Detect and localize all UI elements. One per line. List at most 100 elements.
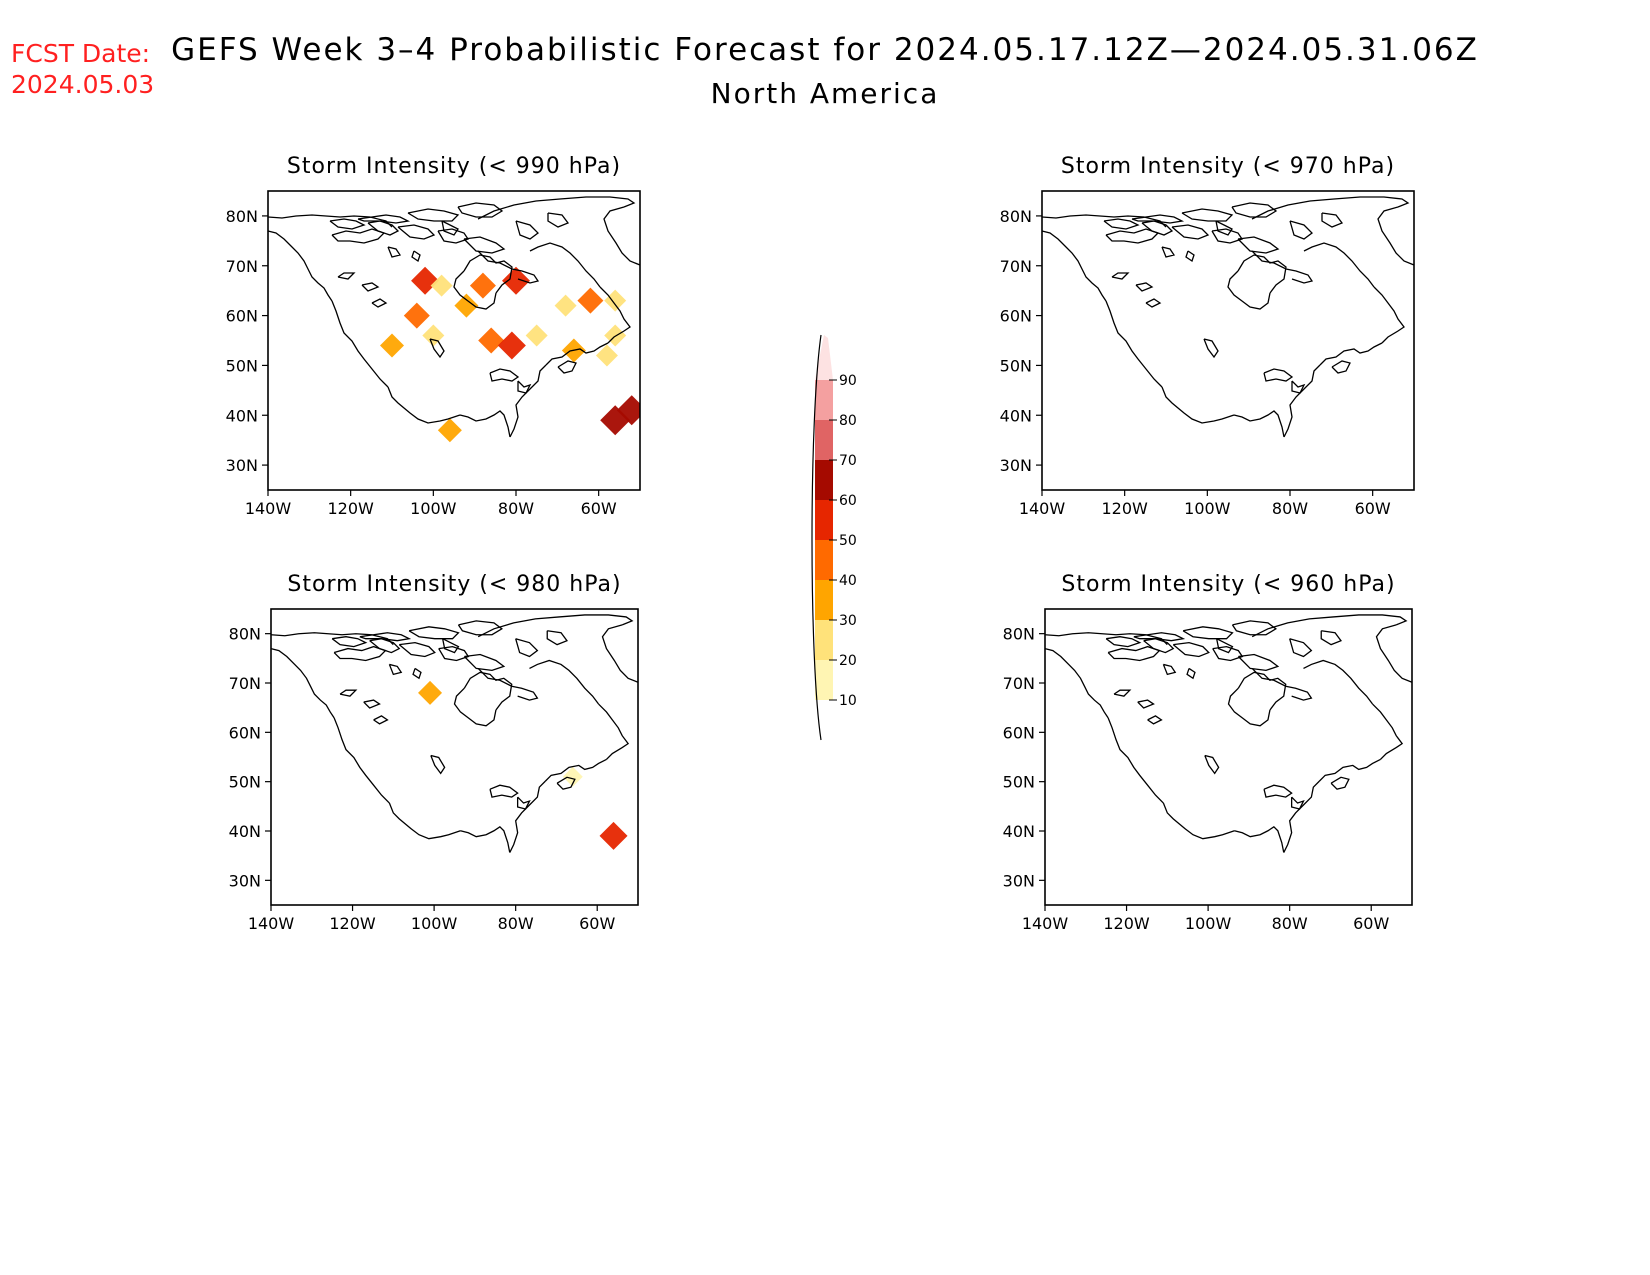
- probability-cell: [422, 324, 445, 347]
- lon-tick-label: 140W: [1022, 914, 1069, 933]
- coastline-segment: [1205, 756, 1219, 774]
- lon-tick-label: 140W: [248, 914, 295, 933]
- colorbar-label: 90: [839, 373, 857, 389]
- coastline-segment: [1217, 639, 1233, 653]
- colorbar: 10 20 30 40 50 60 70 80 90: [811, 334, 857, 741]
- lat-tick-label: 50N: [226, 356, 258, 375]
- coastline-segment: [362, 283, 378, 291]
- coastline-segment: [1112, 273, 1128, 279]
- coastline-segment: [1162, 387, 1234, 423]
- colorbar-segment: [815, 540, 833, 580]
- coastline-segment: [1132, 215, 1182, 223]
- coastline-segment: [1183, 627, 1232, 639]
- coastline-segment: [1114, 690, 1130, 696]
- coastline-segment: [389, 803, 460, 839]
- probability-cell: [562, 766, 583, 787]
- coastline-segment: [268, 231, 332, 301]
- coastline-segment: [478, 668, 537, 700]
- panel-title: Storm Intensity (< 960 hPa): [1061, 572, 1395, 597]
- lat-tick-label: 40N: [1000, 406, 1032, 425]
- coastline-segment: [478, 251, 538, 283]
- lat-tick-label: 30N: [1000, 456, 1032, 475]
- lat-tick-label: 50N: [1000, 356, 1032, 375]
- colorbar-segment: [815, 660, 833, 700]
- coastline: [268, 197, 640, 437]
- probability-cell: [525, 324, 548, 347]
- colorbar-segment: [815, 420, 833, 460]
- coastline-segment: [1292, 381, 1304, 393]
- coastline-segment: [1232, 621, 1275, 635]
- coastline-segment: [510, 781, 546, 852]
- coastline-segment: [1162, 247, 1174, 257]
- coastline-segment: [1229, 688, 1270, 726]
- lon-tick-label: 60W: [1355, 499, 1391, 518]
- lon-tick-label: 80W: [1272, 914, 1308, 933]
- probability-cell: [604, 289, 627, 312]
- fcst-date-label: FCST Date:: [11, 39, 151, 68]
- lon-tick-label: 100W: [1185, 914, 1232, 933]
- coastline-segment: [1284, 365, 1320, 437]
- coastline-segment: [334, 647, 385, 661]
- coastline-segment: [358, 215, 408, 223]
- coastline-segment: [1187, 668, 1195, 678]
- coastline-segment: [548, 213, 568, 227]
- coastline-segment: [1163, 803, 1234, 839]
- colorbar-label: 80: [839, 413, 857, 429]
- lon-tick-label: 60W: [1353, 914, 1389, 933]
- coastline-segment: [1228, 271, 1270, 309]
- coastline-segment: [464, 255, 512, 293]
- coastline: [1042, 197, 1414, 437]
- coastline-segment: [460, 827, 509, 853]
- coastline-segment: [1106, 301, 1162, 387]
- coastline-segment: [372, 299, 386, 307]
- lon-tick-label: 140W: [1019, 499, 1066, 518]
- fcst-date-value: 2024.05.03: [11, 70, 155, 99]
- lat-tick-label: 80N: [229, 625, 261, 644]
- coastline-segment: [464, 672, 511, 710]
- lon-tick-label: 80W: [1272, 499, 1308, 518]
- lat-tick-label: 70N: [1000, 257, 1032, 276]
- colorbar-segment: [815, 460, 833, 500]
- coastline: [271, 615, 638, 853]
- colorbar-segment: [815, 380, 833, 420]
- coastline-segment: [602, 625, 638, 682]
- probability-cell: [595, 344, 618, 367]
- coastline-segment: [1304, 243, 1374, 287]
- coastline-segment: [1238, 237, 1278, 253]
- coastline-segment: [604, 207, 640, 265]
- colorbar-label: 70: [839, 453, 857, 469]
- coastline-segment: [1322, 213, 1342, 227]
- coastline-segment: [1376, 625, 1412, 682]
- coastline-segment: [1321, 631, 1341, 645]
- probability-cell: [380, 333, 404, 358]
- colorbar-label: 50: [839, 533, 857, 549]
- coastline-segment: [330, 219, 364, 229]
- coastline-segment: [516, 221, 538, 239]
- lat-tick-label: 60N: [1003, 723, 1035, 742]
- lat-tick-label: 80N: [226, 207, 258, 226]
- coastline-segment: [1104, 219, 1138, 229]
- map-frame: [267, 190, 641, 491]
- coastline-segment: [478, 197, 634, 219]
- coastline-segment: [332, 637, 366, 647]
- lat-tick-label: 30N: [229, 871, 261, 890]
- coastline-segment: [1108, 718, 1163, 803]
- coastline-segment: [1290, 221, 1312, 239]
- coastline-segment: [1290, 639, 1312, 657]
- coastline-segment: [460, 411, 510, 437]
- probability-cell: [616, 395, 640, 426]
- coastline-segment: [1252, 197, 1408, 219]
- lon-tick-label: 120W: [329, 914, 376, 933]
- lon-tick-label: 60W: [579, 914, 615, 933]
- panel-p980: Storm Intensity (< 980 hPa) 140W 120W 100W 8…: [229, 572, 639, 933]
- coastline-segment: [1216, 221, 1232, 235]
- probability-cell: [430, 274, 453, 297]
- coastline-segment: [1232, 203, 1276, 217]
- coastline-segment: [455, 688, 496, 726]
- colorbar-label: 10: [839, 693, 857, 709]
- coastline-segment: [1045, 649, 1108, 718]
- coastline-segment: [1252, 615, 1406, 637]
- lon-tick-label: 80W: [498, 499, 534, 518]
- lat-tick-label: 80N: [1000, 207, 1032, 226]
